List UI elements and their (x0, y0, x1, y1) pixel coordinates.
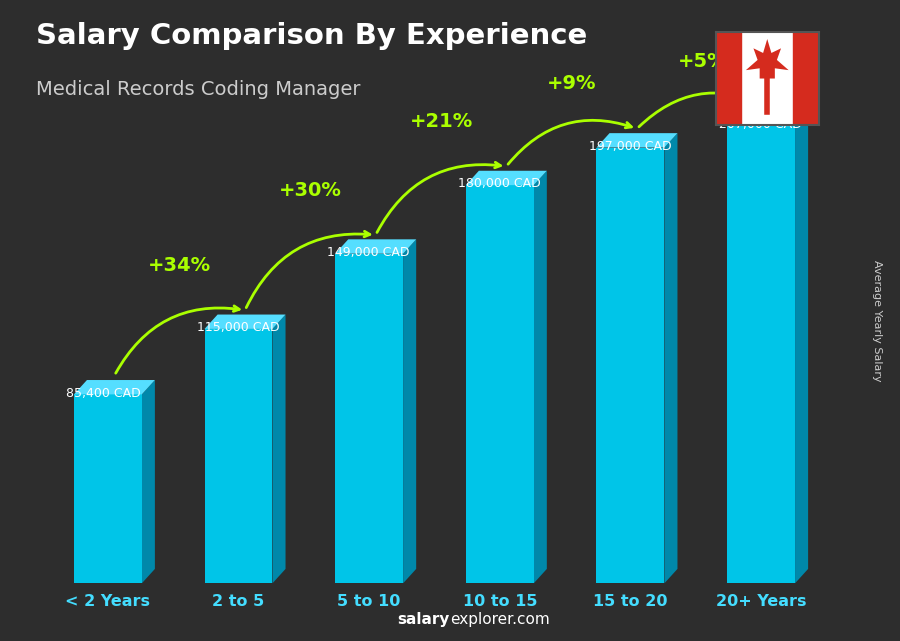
Text: 207,000 CAD: 207,000 CAD (719, 118, 802, 131)
Text: 197,000 CAD: 197,000 CAD (589, 140, 671, 153)
Polygon shape (597, 133, 678, 147)
Polygon shape (142, 380, 155, 583)
Polygon shape (273, 315, 285, 583)
Polygon shape (204, 315, 285, 329)
Text: 149,000 CAD: 149,000 CAD (328, 246, 410, 259)
Polygon shape (466, 185, 534, 583)
Polygon shape (727, 126, 795, 583)
Bar (793, 32, 819, 125)
Polygon shape (795, 111, 808, 583)
Text: +9%: +9% (547, 74, 597, 94)
Polygon shape (335, 239, 416, 254)
Polygon shape (466, 171, 547, 185)
Polygon shape (746, 39, 788, 79)
Text: 85,400 CAD: 85,400 CAD (66, 387, 140, 399)
Text: 115,000 CAD: 115,000 CAD (197, 321, 279, 334)
Text: +30%: +30% (279, 181, 342, 199)
Polygon shape (534, 171, 547, 583)
Polygon shape (74, 380, 155, 394)
Polygon shape (204, 329, 273, 583)
Text: +21%: +21% (410, 112, 472, 131)
Text: +5%: +5% (678, 52, 727, 71)
Polygon shape (403, 239, 416, 583)
Text: 180,000 CAD: 180,000 CAD (458, 178, 541, 190)
Text: +34%: +34% (148, 256, 211, 275)
Polygon shape (597, 147, 664, 583)
Text: salary: salary (398, 612, 450, 627)
Polygon shape (74, 394, 142, 583)
Text: explorer.com: explorer.com (450, 612, 550, 627)
Polygon shape (335, 254, 403, 583)
Text: Average Yearly Salary: Average Yearly Salary (872, 260, 883, 381)
Bar (716, 32, 742, 125)
Text: Medical Records Coding Manager: Medical Records Coding Manager (36, 80, 361, 99)
Polygon shape (664, 133, 678, 583)
Text: Salary Comparison By Experience: Salary Comparison By Experience (36, 22, 587, 51)
Polygon shape (727, 111, 808, 126)
